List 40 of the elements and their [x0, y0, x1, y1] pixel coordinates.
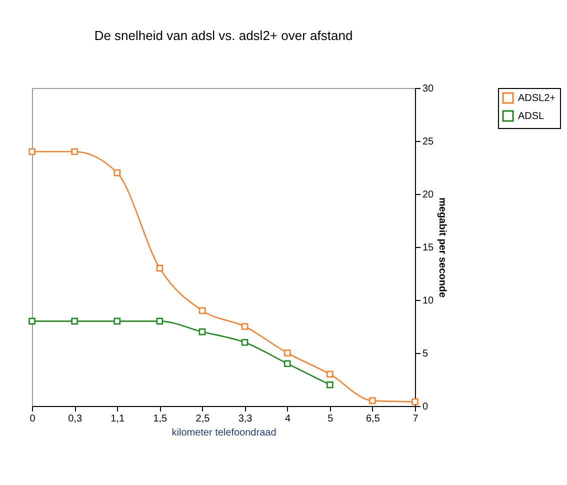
point	[198, 307, 206, 314]
point	[241, 339, 248, 346]
x-tick-label: 0,3	[68, 414, 82, 424]
point	[28, 318, 36, 325]
point	[284, 350, 291, 356]
legend-label: ADSL	[518, 111, 545, 122]
point	[198, 328, 206, 336]
legend-label: ADSL2+	[518, 93, 556, 104]
point	[156, 318, 164, 325]
y-tick-label: 0	[422, 402, 428, 412]
y-tick-label: 10	[422, 296, 434, 306]
point	[114, 318, 120, 325]
point	[369, 397, 376, 404]
x-tick-label: 6,5	[366, 414, 380, 424]
y-tick-label: 25	[422, 136, 434, 148]
point	[412, 398, 418, 406]
point	[326, 381, 334, 388]
point	[156, 264, 164, 272]
x-tick-label: 7	[412, 414, 419, 424]
x-tick-label: 1,1	[110, 414, 125, 424]
x-tick-label: 2,5	[196, 414, 210, 424]
y-tick-label: 15	[422, 242, 434, 254]
x-tick-label: 3,3	[238, 414, 253, 424]
y-tick-label: 30	[422, 84, 434, 94]
point	[326, 370, 334, 378]
x-tick-label: 4	[285, 414, 292, 424]
point	[241, 323, 248, 330]
y-tick-label: 5	[422, 348, 428, 360]
point	[114, 169, 120, 176]
y-axis-title: megabit per seconde	[436, 197, 448, 298]
chart-title: De snelheid van adsl vs. adsl2+ over afstand	[94, 28, 353, 43]
x-tick-label: 0	[30, 414, 36, 424]
point	[284, 360, 291, 367]
x-tick-label: 1,5	[153, 414, 168, 424]
x-tick-label: 5	[328, 414, 334, 424]
x-axis-title: kilometer telefoondraad	[172, 428, 276, 438]
y-tick-label: 20	[422, 190, 434, 200]
point	[71, 148, 78, 155]
point	[71, 318, 78, 325]
point	[28, 148, 36, 155]
